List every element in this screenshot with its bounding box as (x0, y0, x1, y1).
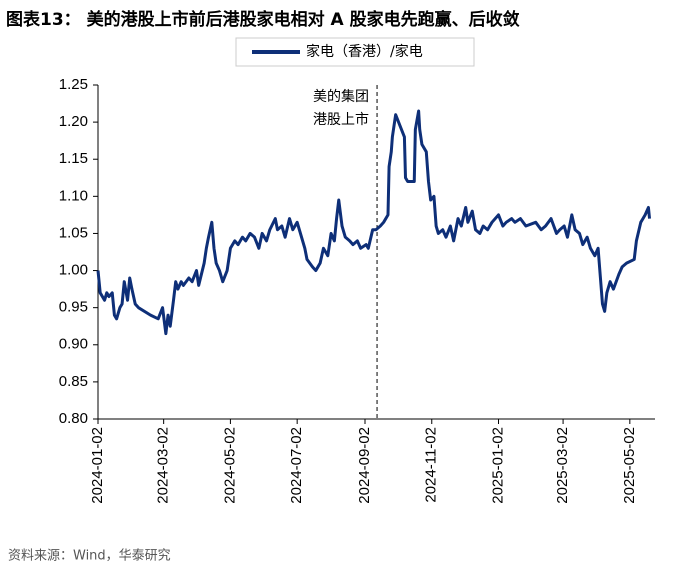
x-tick-label: 2024-01-02 (89, 427, 106, 504)
annotation-text: 港股上市 (313, 111, 369, 128)
legend-label: 家电（香港）/家电 (306, 43, 423, 60)
x-tick-label: 2025-03-02 (554, 427, 571, 504)
x-tick-label: 2024-05-02 (221, 427, 238, 504)
x-tick-label: 2024-03-02 (155, 427, 172, 504)
y-tick-label: 1.25 (59, 76, 88, 93)
y-tick-label: 1.05 (59, 224, 88, 241)
x-tick-label: 2024-09-02 (356, 427, 373, 504)
x-tick-label: 2024-07-02 (288, 427, 305, 504)
chart-title: 图表13： 美的港股上市前后港股家电相对 A 股家电先跑赢、后收敛 (6, 9, 520, 30)
x-tick-label: 2025-05-02 (621, 427, 638, 504)
source-note: 资料来源：Wind，华泰研究 (8, 549, 171, 564)
y-tick-label: 0.85 (59, 373, 88, 390)
y-tick-label: 1.00 (59, 262, 88, 279)
y-tick-label: 1.20 (59, 113, 88, 130)
y-tick-label: 0.80 (59, 410, 88, 427)
data-line (96, 109, 652, 336)
x-tick-label: 2024-11-02 (423, 427, 440, 503)
x-tick-label: 2025-01-02 (489, 427, 506, 504)
y-tick-label: 0.95 (59, 299, 88, 316)
y-tick-label: 1.15 (59, 150, 88, 167)
annotation-text: 美的集团 (313, 88, 369, 105)
y-tick-label: 1.10 (59, 187, 88, 204)
y-tick-label: 0.90 (59, 336, 88, 353)
